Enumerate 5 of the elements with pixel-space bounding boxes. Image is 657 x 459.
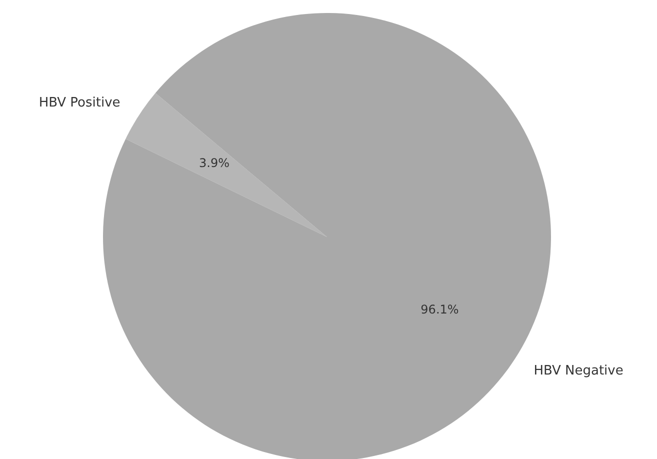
data-label: 3.9% <box>199 156 230 170</box>
data-label: 96.1% <box>420 302 459 316</box>
pie-slice <box>126 93 327 237</box>
slice-label: HBV Positive <box>38 95 120 110</box>
slice-label: HBV Negative <box>534 364 624 379</box>
